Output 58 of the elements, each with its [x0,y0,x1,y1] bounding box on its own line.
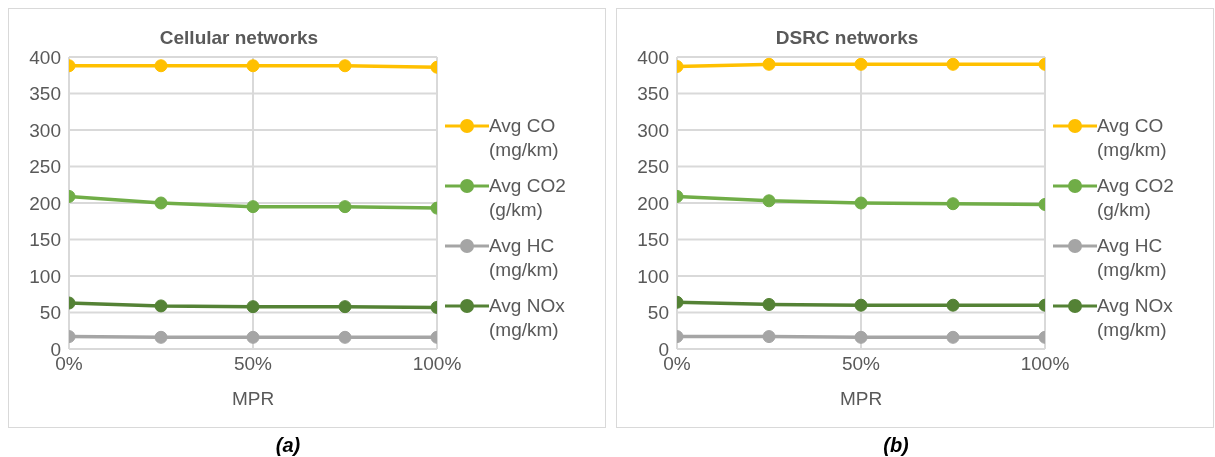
y-tick-label: 300 [637,119,669,141]
legend-label: Avg NOx (mg/km) [489,294,566,342]
y-tick-label: 300 [29,119,61,141]
y-tick-label: 150 [29,229,61,251]
y-tick-label: 200 [637,192,669,214]
legend-label: Avg CO2 (g/km) [489,174,567,222]
point [154,59,168,73]
y-tick-label: 400 [29,46,61,68]
legend-label: Avg HC (mg/km) [1097,234,1168,282]
y-tick-label: 100 [29,265,61,287]
point [338,330,352,344]
text: (a) [274,434,302,457]
y-tick-label: 50 [647,302,669,324]
x-axis-title: MPR [231,388,275,409]
legend-label: Avg CO (mg/km) [489,114,560,162]
y-tick-label: 100 [637,265,669,287]
y-tick-label: 50 [39,302,61,324]
point [946,197,960,211]
y-tick-label: 350 [29,83,61,105]
x-tick-label: 100% [1020,353,1070,375]
legend-label: Avg NOx (mg/km) [1097,294,1174,342]
point [946,57,960,71]
point [854,196,868,210]
y-tick-label: 250 [29,156,61,178]
point [246,200,260,214]
y-tick-label: 250 [637,156,669,178]
y-tick-label: 150 [637,229,669,251]
point [762,57,776,71]
point [854,298,868,312]
point [762,194,776,208]
y-tick-label: 200 [29,192,61,214]
point [946,298,960,312]
point [246,59,260,73]
x-tick-label: 50% [233,353,273,375]
x-tick-label: 50% [841,353,881,375]
point [854,57,868,71]
legend-label: Avg CO (mg/km) [1097,114,1168,162]
x-axis-title: MPR [839,388,883,409]
point [246,300,260,314]
point [154,299,168,313]
legend-label: Avg HC (mg/km) [489,234,560,282]
point [338,59,352,73]
legend-label: Avg CO2 (g/km) [1097,174,1175,222]
y-tick-label: 350 [637,83,669,105]
point [762,297,776,311]
y-tick-label: 400 [637,46,669,68]
point [854,330,868,344]
chart-title: DSRC networks [775,27,919,48]
chart-title: Cellular networks [159,27,319,48]
point [946,330,960,344]
point [762,330,776,344]
point [154,196,168,210]
point [338,300,352,314]
point [246,330,260,344]
x-tick-label: 100% [412,353,462,375]
point [154,330,168,344]
point [338,200,352,214]
text: (b) [882,434,910,457]
